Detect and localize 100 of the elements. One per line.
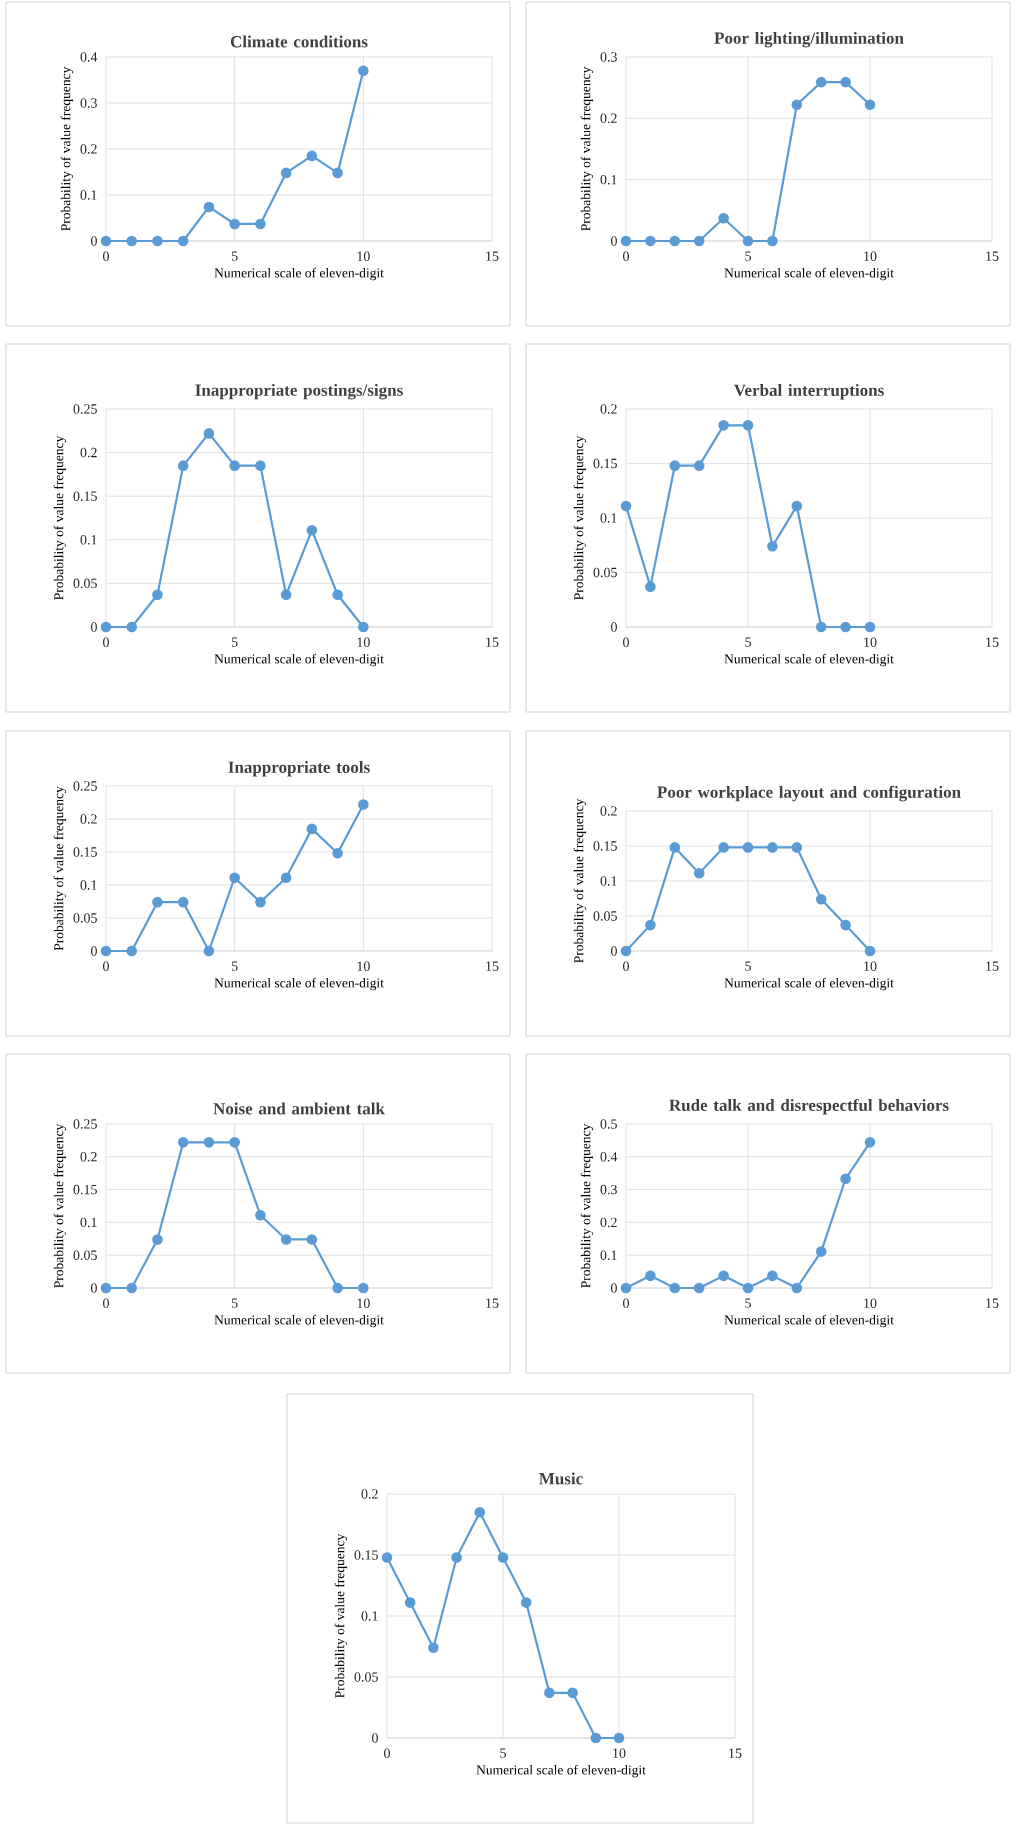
point [255,1209,266,1221]
y-axis-title: Probability of value frequency [53,1123,67,1288]
point [474,1507,486,1518]
y-tick-label: 0.15 [593,458,617,469]
point [332,167,343,179]
point [718,420,729,431]
point [815,76,827,88]
x-tick-label: 0 [103,251,109,261]
point [177,896,189,908]
point [497,1552,509,1563]
y-tick-label: 0.2 [600,404,617,414]
point [404,1597,416,1608]
point [718,1270,729,1282]
y-tick-label: 0 [611,946,617,956]
y-axis-title: Probability of value frequency [60,66,74,231]
y-tick-label: 0 [611,622,617,632]
x-axis-title: Numerical scale of eleven-digit [214,267,384,281]
chart-title: Poor lighting/illumination [714,31,904,48]
point [815,621,827,633]
point [332,1282,343,1294]
y-tick-label: 0.25 [73,1119,97,1129]
point [358,799,369,810]
x-tick-label: 10 [357,251,370,261]
x-tick-label: 15 [986,251,999,261]
y-tick-label: 0.05 [354,1672,378,1682]
point [742,420,754,431]
y-tick-label: 0.15 [73,1184,97,1195]
y-tick-label: 0.5 [600,1119,617,1129]
point [693,460,705,471]
point [428,1642,439,1654]
x-axis-title: Numerical scale of eleven-digit [214,977,384,991]
y-tick-label: 0.2 [600,113,617,124]
chart-title: Music [539,1472,583,1485]
y-tick-label: 0.05 [73,578,97,589]
x-axis-title: Numerical scale of eleven-digit [724,267,894,281]
point [126,621,138,633]
point [840,919,851,931]
x-tick-label: 0 [623,961,629,971]
point [718,842,729,853]
point [864,1137,876,1148]
x-tick-label: 0 [623,637,629,647]
point [544,1687,555,1699]
x-axis-title: Numerical scale of eleven-digit [724,653,894,667]
point [693,1282,705,1294]
point [177,460,189,471]
y-tick-label: 0 [91,1283,97,1293]
y-tick-label: 0.15 [73,847,97,857]
point [152,235,163,247]
y-tick-label: 0 [372,1733,378,1743]
x-tick-label: 10 [864,251,877,261]
point [229,218,240,230]
point [620,500,632,512]
point [693,235,705,247]
x-tick-label: 5 [745,251,751,261]
x-axis-title: Numerical scale of eleven-digit [724,1314,894,1328]
y-tick-label: 0.25 [73,404,97,414]
point [306,1234,318,1245]
point [332,848,343,859]
point [645,1270,656,1282]
y-tick-label: 0.1 [80,535,97,545]
x-tick-label: 15 [986,1298,999,1308]
x-tick-label: 10 [357,961,370,971]
x-axis-title: Numerical scale of eleven-digit [214,1314,384,1328]
y-axis-title: Probability of value frequency [53,435,67,600]
y-axis-title: Probability of value frequency [334,1533,348,1698]
x-tick-label: 0 [103,637,109,647]
y-axis-title: Probability of value frequency [573,435,587,600]
x-tick-label: 10 [864,637,877,647]
y-tick-label: 0.1 [600,1250,617,1260]
point [229,460,240,471]
chart-title: Verbal interruptions [733,384,884,400]
point [255,896,266,908]
point [669,235,681,247]
point [840,76,851,88]
y-axis-title: Probability of value frequency [573,798,587,963]
x-tick-label: 10 [613,1748,626,1758]
chart-title: Climate conditions [230,35,368,48]
y-tick-label: 0.2 [600,1217,617,1228]
y-axis-title: Probability of value frequency [580,66,594,231]
point [767,1270,778,1282]
y-tick-label: 0.25 [73,781,97,791]
point [520,1597,532,1608]
x-tick-label: 15 [486,637,499,647]
x-tick-label: 15 [486,251,499,261]
point [742,1282,754,1294]
y-tick-label: 0 [611,236,617,246]
point [126,235,138,247]
y-tick-label: 0.4 [600,1152,618,1162]
chart-title: Noise and ambient talk [213,1102,385,1115]
point [620,235,632,247]
point [864,621,876,633]
y-tick-label: 0.1 [80,880,97,890]
y-tick-label: 0.1 [361,1611,378,1621]
point [280,872,292,884]
x-tick-label: 10 [357,637,370,647]
point [152,896,163,908]
point [126,945,138,957]
chart-title: Inappropriate tools [228,761,370,777]
y-tick-label: 0.1 [600,876,617,886]
x-tick-label: 5 [500,1748,506,1758]
